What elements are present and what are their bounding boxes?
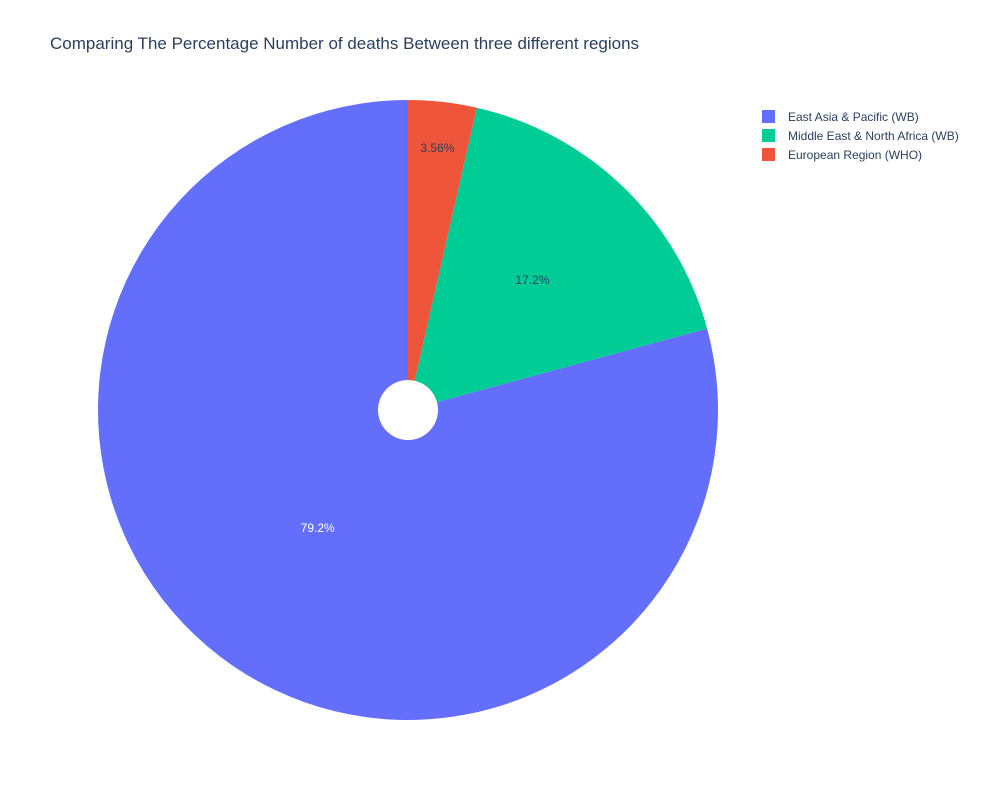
slice-label-european-region: 3.56% [420,141,454,155]
pie-hole [378,380,438,440]
legend-item-european-region[interactable]: European Region (WHO) [762,145,959,164]
slice-label-east-asia-pacific: 79.2% [301,521,335,535]
legend-swatch-middle-east-north-africa [762,129,775,142]
legend-swatch-east-asia-pacific [762,110,775,123]
legend-label-east-asia-pacific: East Asia & Pacific (WB) [788,109,919,124]
legend-label-middle-east-north-africa: Middle East & North Africa (WB) [788,128,959,143]
legend-item-east-asia-pacific[interactable]: East Asia & Pacific (WB) [762,107,959,126]
legend[interactable]: East Asia & Pacific (WB) Middle East & N… [762,107,959,164]
legend-label-european-region: European Region (WHO) [788,147,923,162]
chart-title: Comparing The Percentage Number of death… [50,34,640,53]
slice-middle-east-north-africa[interactable] [408,107,708,410]
legend-item-middle-east-north-africa[interactable]: Middle East & North Africa (WB) [762,126,959,145]
slice-label-middle-east-north-africa: 17.2% [515,273,549,287]
legend-swatch-european-region [762,148,775,161]
slice-european-region[interactable] [408,100,477,410]
